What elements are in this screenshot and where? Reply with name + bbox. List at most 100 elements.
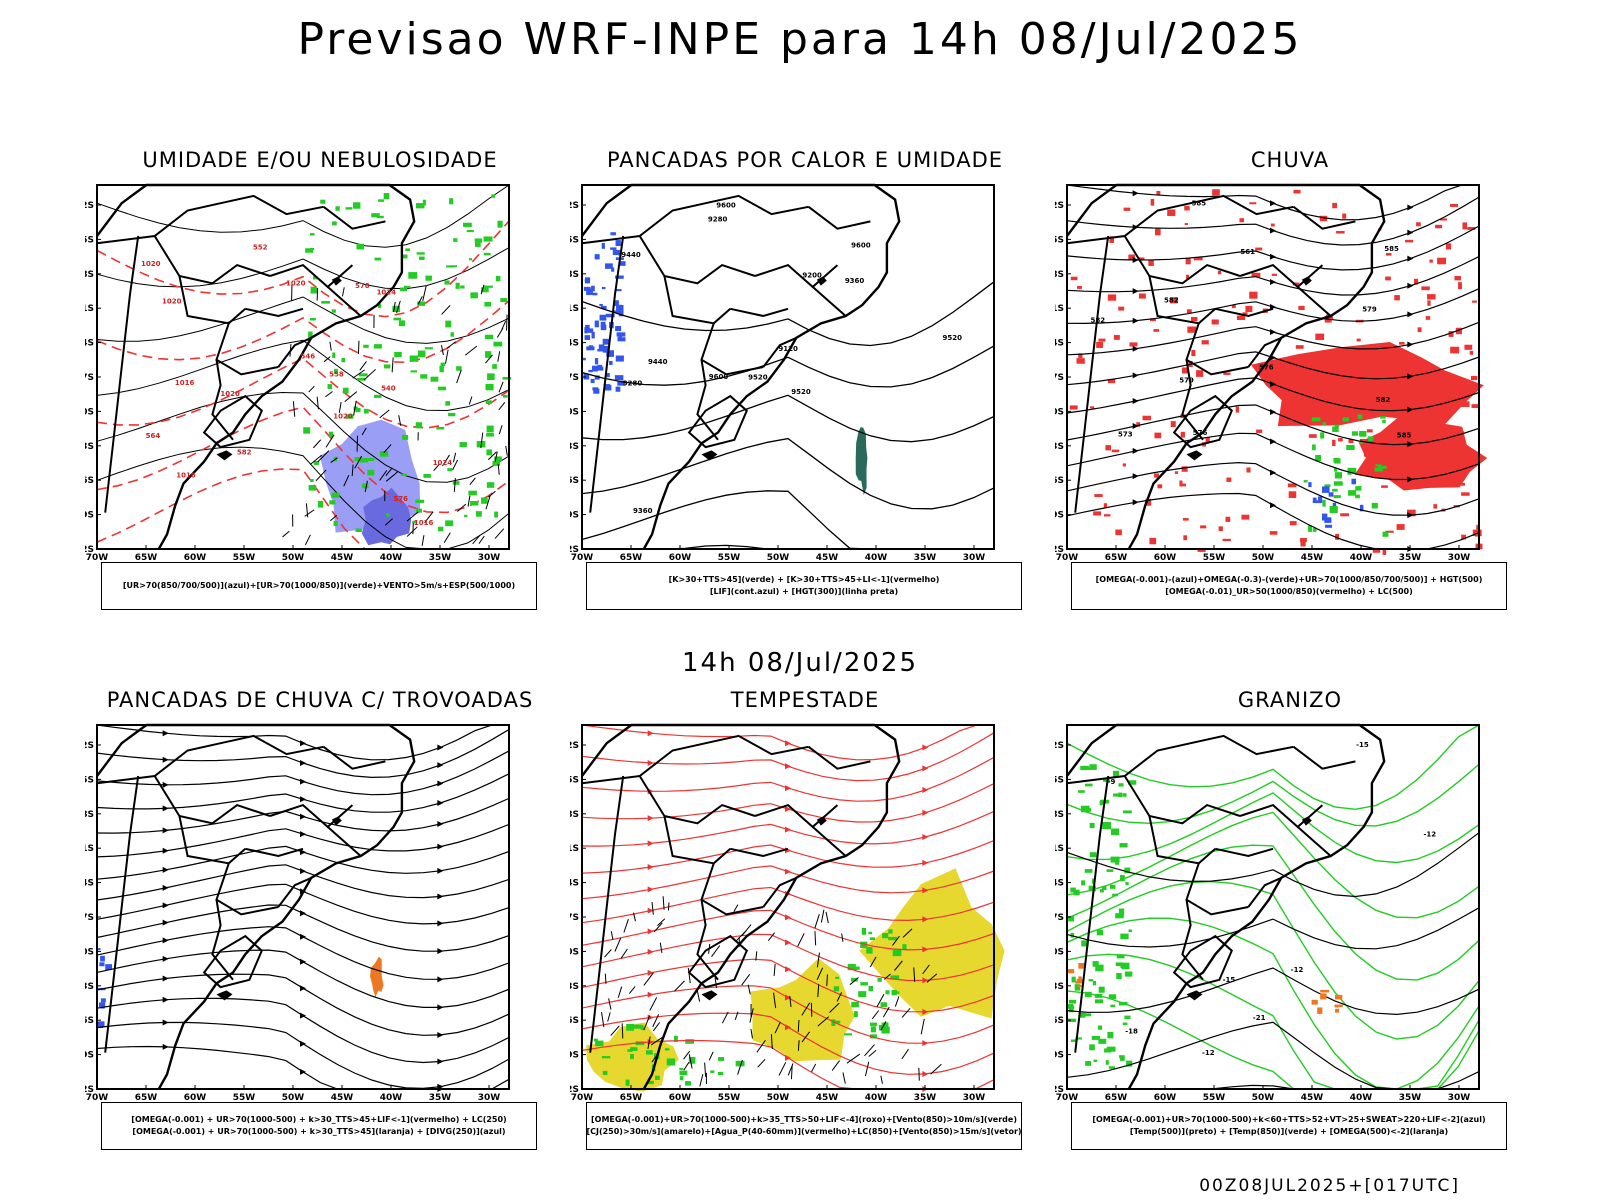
country-border — [202, 934, 264, 989]
lif-contour — [584, 327, 588, 334]
rain-fill-green — [1342, 417, 1349, 422]
state-border — [638, 775, 756, 825]
rain-fill — [1288, 491, 1297, 498]
rain-fill — [1270, 223, 1275, 227]
humidity-contour — [452, 481, 460, 485]
rain-fill — [1200, 525, 1207, 529]
streamline-arrow — [1132, 256, 1139, 263]
rain-fill — [1211, 319, 1219, 325]
streamline-arrow — [1407, 512, 1414, 519]
state-border — [322, 206, 386, 230]
rain-fill — [1217, 270, 1222, 275]
wind-vector — [699, 1074, 704, 1087]
state-border — [211, 899, 234, 981]
humidity-contour — [409, 355, 419, 362]
wind-vector — [443, 532, 451, 544]
wind-vector — [736, 930, 747, 941]
contour-label: 576 — [393, 495, 408, 503]
streamline-arrow — [300, 740, 306, 747]
thickness-line — [96, 220, 510, 318]
wind-vector — [384, 518, 394, 526]
temp850-line — [1066, 763, 1480, 827]
humidity-contour — [303, 427, 311, 434]
wind-vector — [757, 1058, 766, 1068]
wind-vector — [868, 1049, 877, 1057]
state-border — [104, 775, 140, 1053]
lon-label: 40W — [1350, 553, 1373, 563]
lat-label: 33S — [1055, 442, 1064, 452]
wind-vector — [485, 494, 491, 510]
rain-fill — [1372, 548, 1381, 553]
rain-fill — [1366, 429, 1373, 433]
lat-label: 15S — [570, 775, 579, 785]
contour-label: 558 — [329, 370, 344, 378]
lat-label: 21S — [85, 304, 94, 314]
temp850-contour — [1084, 869, 1093, 873]
rain-fill — [1076, 358, 1085, 364]
lat-label: 15S — [1055, 235, 1064, 245]
streamline-arrow — [437, 1058, 444, 1065]
humidity-contour — [450, 332, 454, 337]
temp850-contour — [1108, 994, 1117, 1000]
streamline-arrow — [1407, 406, 1414, 413]
lat-label: 24S — [85, 339, 94, 349]
streamline-arrow — [922, 744, 929, 751]
rain-fill — [1335, 533, 1340, 540]
humidity-contour — [310, 233, 315, 236]
map-frame — [1066, 184, 1480, 550]
humidity-contour — [487, 373, 495, 381]
streamline-arrow — [437, 744, 444, 751]
wind-vector — [820, 909, 825, 923]
lat-label: 12S — [85, 741, 94, 751]
lif-contour — [615, 326, 622, 332]
humidity-contour — [486, 482, 495, 488]
wind-vector — [714, 977, 718, 989]
legend-box: [K>30+TTS>45](verde) + [K>30+TTS>45+LI<-… — [586, 562, 1022, 610]
wind-vector — [876, 993, 885, 1008]
rain-fill — [1287, 483, 1297, 488]
rain-fill-green — [1322, 422, 1327, 426]
lon-label: 55W — [1203, 553, 1226, 563]
humidity-contour — [335, 206, 340, 211]
humidity-contour — [497, 220, 503, 228]
rain-fill — [1385, 530, 1394, 533]
humidity-contour — [468, 258, 473, 261]
rain-fill — [1251, 342, 1484, 426]
humidity-contour — [357, 377, 366, 381]
humidity-contour — [483, 252, 491, 256]
streamline-arrow — [1270, 438, 1276, 445]
lif-contour — [599, 303, 603, 307]
streamline-arrow — [1407, 282, 1414, 289]
wind-vector — [711, 945, 721, 958]
wind850-fill — [892, 949, 902, 957]
lat-label: 30S — [1055, 947, 1064, 957]
temp850-contour — [1116, 954, 1125, 959]
rain-fill — [1413, 278, 1419, 285]
rain-fill-green — [1333, 495, 1341, 499]
wind850-fill — [882, 932, 889, 939]
lake — [701, 990, 718, 1001]
wind-vector — [485, 354, 493, 364]
humidity-contour — [373, 394, 382, 398]
rain-fill-green — [1382, 531, 1389, 537]
state-border — [277, 336, 312, 368]
lon-label: 65W — [135, 553, 158, 563]
rain-fill-blue — [1324, 517, 1332, 523]
wind-vector — [926, 973, 938, 983]
lat-label: 42S — [570, 545, 579, 555]
lon-label: 40W — [380, 553, 403, 563]
state-border — [1074, 235, 1110, 513]
rain-fill — [1182, 518, 1189, 521]
wind-vector — [452, 452, 457, 463]
state-border — [696, 359, 719, 441]
rain-fill — [1269, 531, 1278, 535]
wind850-fill — [655, 1075, 660, 1080]
streamline-arrow — [1270, 502, 1276, 509]
state-border — [178, 815, 246, 865]
humidity-contour — [475, 511, 482, 517]
rain-fill — [1182, 483, 1186, 487]
omega-fill — [1320, 993, 1327, 1000]
state-border — [1123, 775, 1241, 825]
temp850-contour — [1092, 981, 1097, 986]
lat-label: 39S — [85, 511, 94, 521]
